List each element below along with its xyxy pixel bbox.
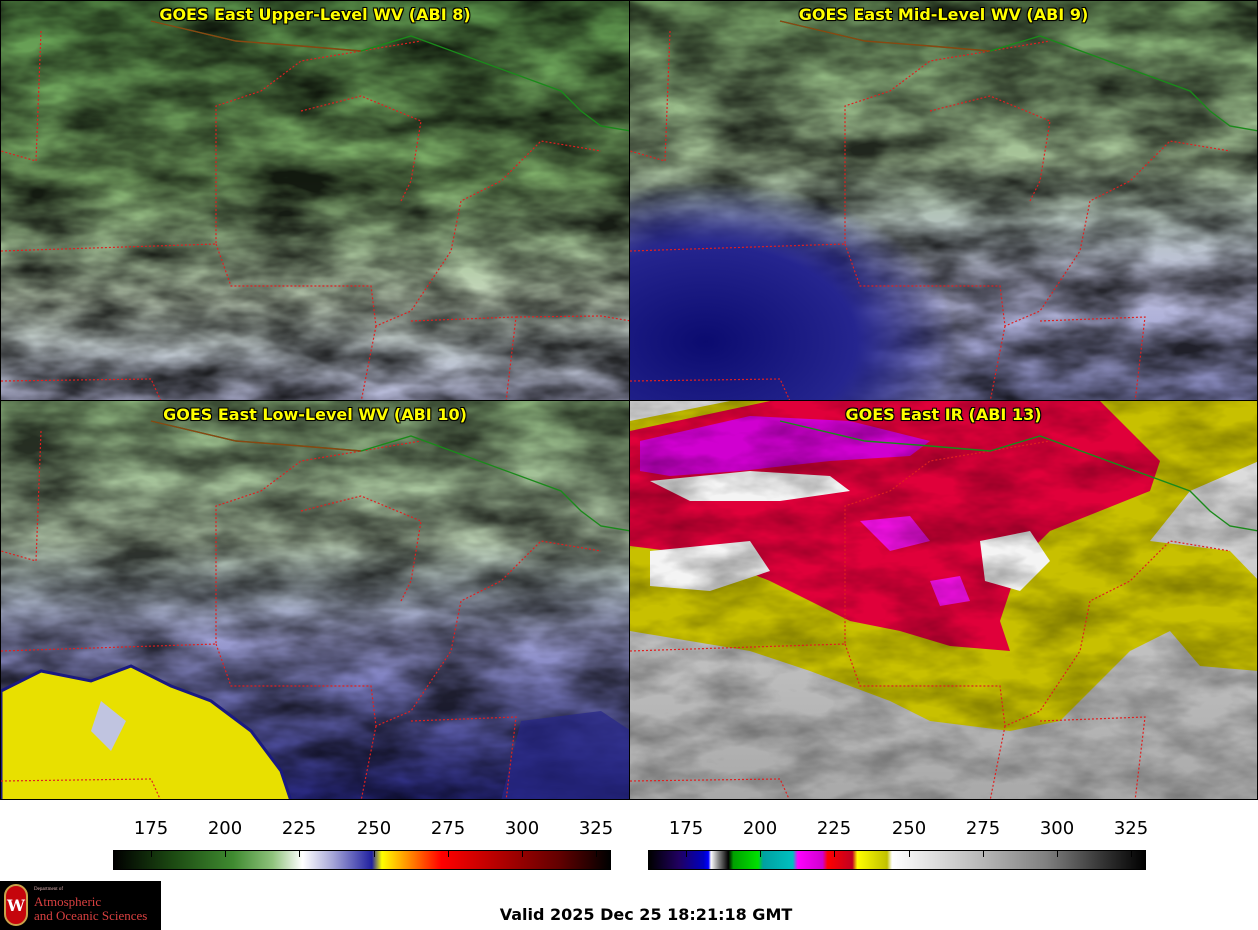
logo-line-2: and Oceanic Sciences <box>34 908 148 923</box>
ir-colorbar-ticks: 175 200 225 250 275 300 325 <box>648 818 1149 842</box>
logo-line-1: Atmospheric <box>34 894 102 909</box>
panel-upper-level-wv: GOES East Upper-Level WV (ABI 8) <box>0 0 630 401</box>
tick-label: 250 <box>356 818 392 839</box>
wv-colorbar <box>113 850 611 870</box>
tick-label: 225 <box>816 818 852 839</box>
panel-title: GOES East Mid-Level WV (ABI 9) <box>798 5 1089 24</box>
panel-mid-level-wv: GOES East Mid-Level WV (ABI 9) <box>629 0 1258 401</box>
tick-label: 175 <box>668 818 704 839</box>
uw-seal-icon: W <box>4 884 28 926</box>
low-level-wv-image <box>1 401 629 799</box>
tick-label: 300 <box>504 818 540 839</box>
tick-label: 225 <box>281 818 317 839</box>
mid-level-wv-image <box>630 1 1257 400</box>
tick-label: 325 <box>1113 818 1149 839</box>
panel-title: GOES East Upper-Level WV (ABI 8) <box>159 5 471 24</box>
ir-image <box>630 401 1257 799</box>
tick-label: 300 <box>1039 818 1075 839</box>
panel-ir: GOES East IR (ABI 13) <box>629 400 1258 800</box>
upper-level-wv-image <box>1 1 629 400</box>
aos-logo: W Department of Atmospheric and Oceanic … <box>0 881 161 930</box>
tick-label: 200 <box>207 818 243 839</box>
tick-label: 325 <box>578 818 614 839</box>
panel-low-level-wv: GOES East Low-Level WV (ABI 10) <box>0 400 630 800</box>
tick-label: 275 <box>965 818 1001 839</box>
logo-dept: Department of <box>34 887 64 892</box>
tick-label: 275 <box>430 818 466 839</box>
wv-colorbar-ticks: 175 200 225 250 275 300 325 <box>113 818 614 842</box>
tick-label: 200 <box>742 818 778 839</box>
panel-title: GOES East IR (ABI 13) <box>845 405 1042 424</box>
ir-colorbar <box>648 850 1146 870</box>
panel-title: GOES East Low-Level WV (ABI 10) <box>163 405 467 424</box>
tick-label: 175 <box>133 818 169 839</box>
valid-time: Valid 2025 Dec 25 18:21:18 GMT <box>499 905 793 924</box>
tick-label: 250 <box>891 818 927 839</box>
